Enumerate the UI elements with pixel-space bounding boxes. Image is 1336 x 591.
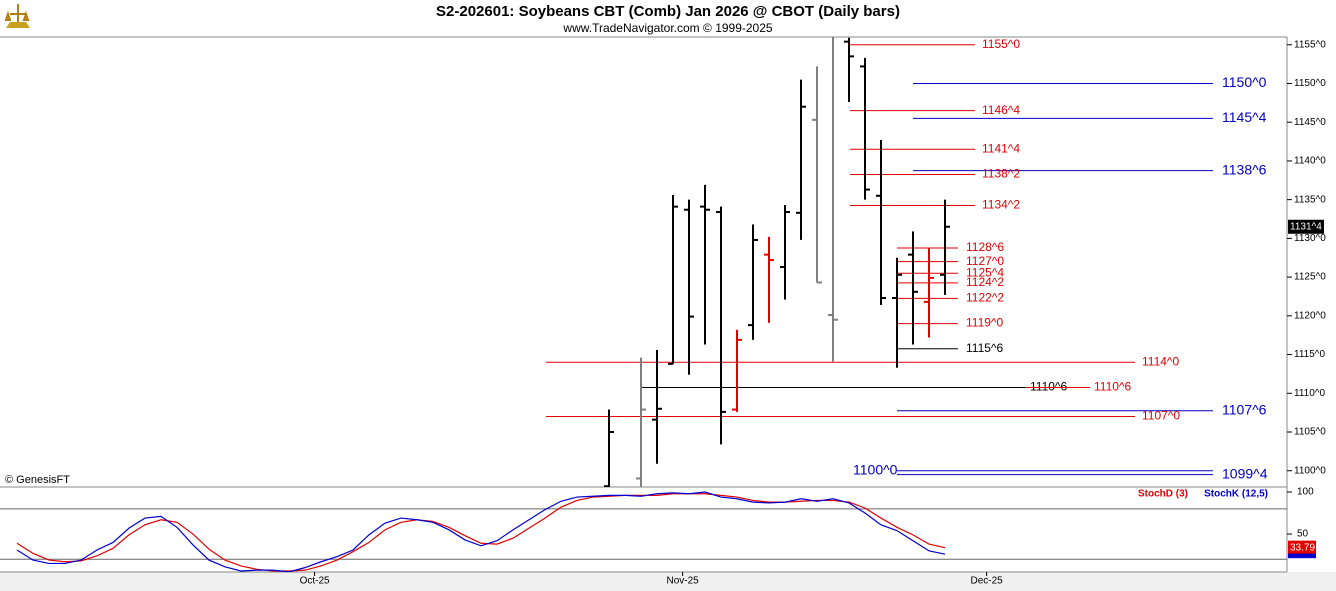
level-label: 1134^2 (982, 198, 1020, 212)
stoch-line (16, 493, 946, 572)
level-label: 1138^6 (1222, 161, 1267, 177)
level-label: 1146^4 (982, 103, 1020, 117)
last-price-box (1288, 219, 1324, 234)
price-panel: 1155^0 1150^0 1146^4 1145^4 1141^4 1138^6 1138… (546, 37, 1268, 487)
y-tick-label: 1150^0 (1294, 78, 1326, 89)
level-label: 1124^2 (966, 275, 1004, 289)
last-price-label: 1131^4 (1290, 221, 1322, 232)
x-tick-label: Nov-25 (666, 576, 699, 587)
y-tick-label: 1155^0 (1294, 39, 1326, 50)
y-tick-label: 1115^0 (1294, 349, 1325, 360)
level-label: 1119^0 (966, 316, 1004, 330)
y-tick-label: 50 (1297, 529, 1309, 540)
last-value-label: 33.79 (1290, 542, 1315, 553)
y-tick-label: 100 (1297, 487, 1314, 498)
level-label: 1128^6 (966, 240, 1004, 254)
last-value-box (1288, 550, 1316, 559)
x-tick-label: Dec-25 (970, 576, 1003, 587)
level-label: 1115^6 (966, 341, 1004, 355)
x-axis-strip (0, 572, 1336, 591)
legend-entry: StochD (3) (1138, 489, 1188, 500)
chart-title: S2-202601: Soybeans CBT (Comb) Jan 2026 … (436, 3, 900, 20)
level-label: 1099^4 (1222, 465, 1268, 481)
axes: 1100^0 1105^0 1110^0 1115^0 1120^0 1125^0 1130… (300, 39, 1327, 586)
y-tick-label: 1140^0 (1294, 156, 1326, 167)
y-tick-label: 1100^0 (1294, 465, 1326, 476)
level-label: 1150^0 (1222, 74, 1267, 90)
level-label: 1100^0 (853, 461, 898, 477)
level-label: 1145^4 (1222, 109, 1267, 125)
x-tick-label: Oct-25 (300, 576, 330, 587)
y-tick-label: 1130^0 (1294, 233, 1326, 244)
logo (4, 4, 30, 28)
y-tick-label: 1125^0 (1294, 272, 1326, 283)
level-label: 1125^4 (966, 265, 1004, 279)
level-label: 1110^6 (1094, 380, 1132, 394)
stoch-panel (0, 491, 1287, 572)
level-label: 1107^0 (1142, 409, 1180, 423)
watermark: © GenesisFT (5, 474, 70, 486)
y-tick-label: 1110^0 (1294, 388, 1325, 399)
level-label: 1107^6 (1222, 401, 1267, 417)
level-label: 1155^0 (982, 37, 1020, 51)
level-label: 1141^4 (982, 141, 1020, 155)
y-tick-label: 1105^0 (1294, 427, 1326, 438)
last-value-box (1288, 540, 1316, 554)
level-label: 1127^0 (966, 254, 1004, 268)
legend-entry: StochK (12,5) (1204, 489, 1268, 500)
level-label: 1138^2 (982, 167, 1020, 181)
level-label: 1110^6 (1030, 380, 1068, 394)
y-axis-strip (1287, 37, 1336, 572)
stoch-line (16, 491, 946, 572)
level-label: 1122^2 (966, 291, 1004, 305)
level-label: 1114^0 (1142, 354, 1180, 368)
y-tick-label: 1145^0 (1294, 117, 1326, 128)
y-tick-label: 1120^0 (1294, 310, 1326, 321)
y-tick-label: 1135^0 (1294, 194, 1326, 205)
chart-subtitle: www.TradeNavigator.com © 1999-2025 (562, 21, 772, 35)
